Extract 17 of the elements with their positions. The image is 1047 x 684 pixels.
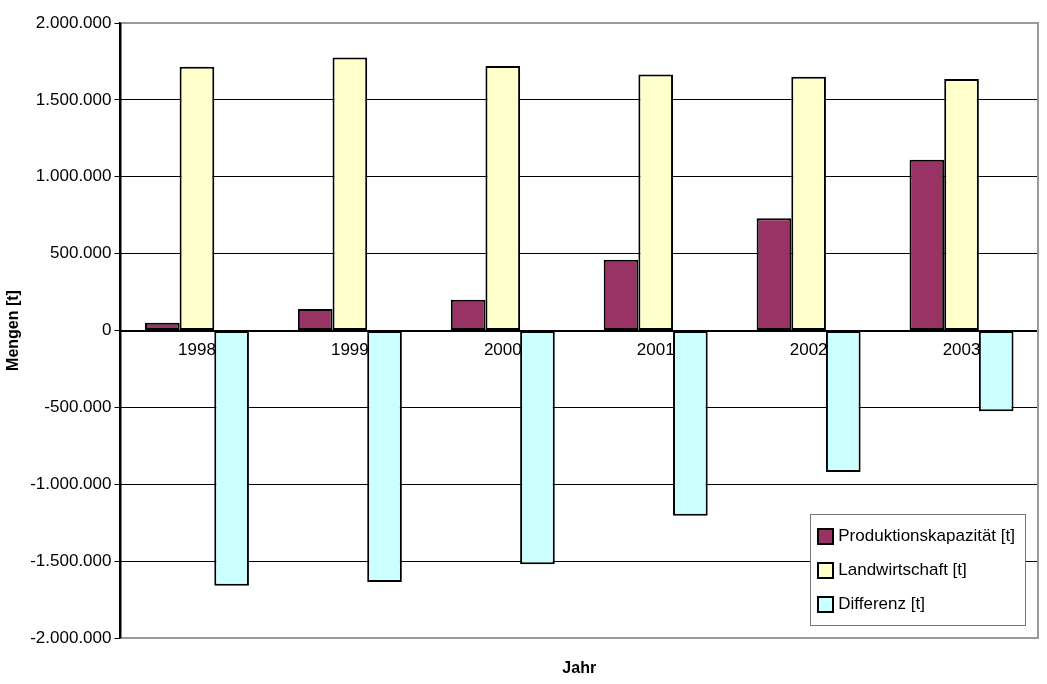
y-tick-label: 1.000.000 [35,166,112,186]
x-axis-title: Jahr [562,659,597,677]
y-tick-label: 1.500.000 [35,89,112,109]
x-tick-label: 2003 [942,340,981,360]
legend-label: Differenz [t] [838,593,925,615]
y-tick-label: -1.500.000 [30,550,112,570]
y-tick-label: 2.000.000 [35,12,112,32]
y-tick-label: -2.000.000 [30,627,112,647]
x-tick-label: 1998 [178,340,216,360]
x-tick-label: 2002 [789,340,828,360]
y-tick-label: -1.000.000 [30,473,112,493]
y-tick-label: 500.000 [50,243,112,263]
y-tick-label: 0 [102,320,112,340]
y-tick-label: -500.000 [44,397,112,417]
legend-label: Produktionskapazität [t] [838,525,1015,547]
legend-label: Landwirtschaft [t] [838,559,967,581]
y-axis-title: Mengen [t] [4,290,22,371]
